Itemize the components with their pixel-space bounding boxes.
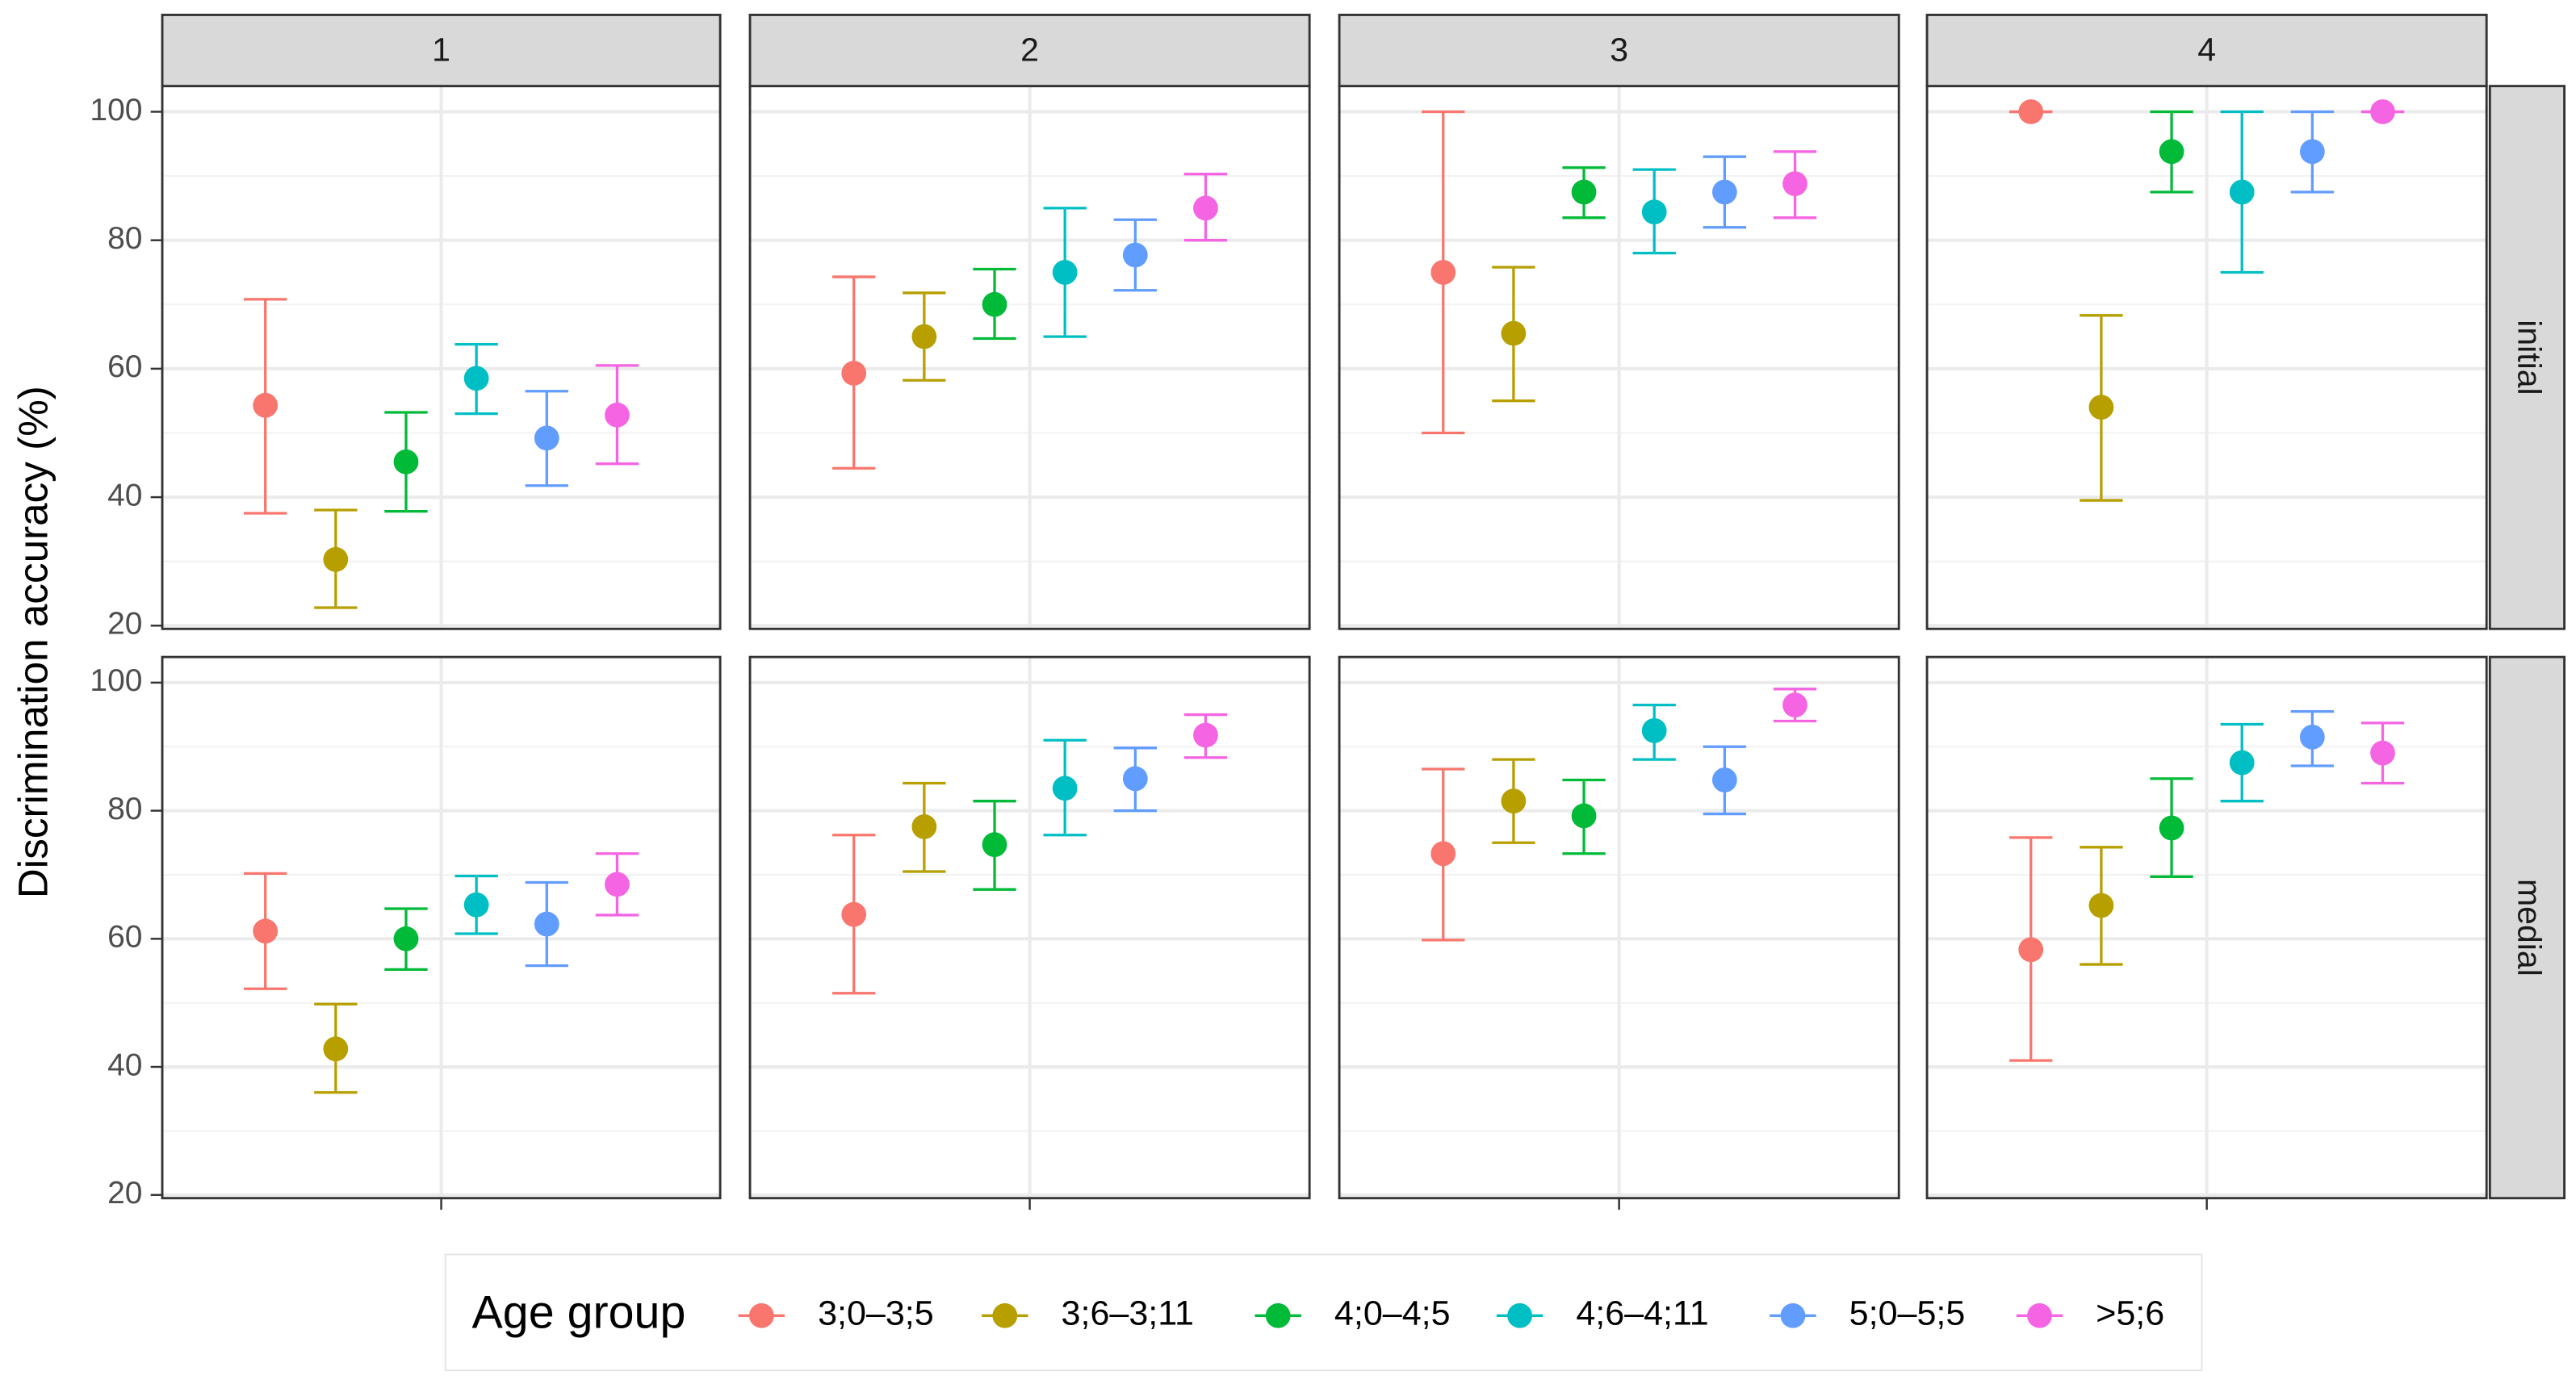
column-strip-label: 1 (432, 31, 450, 68)
point (841, 901, 867, 927)
point (1711, 767, 1737, 792)
point (1052, 776, 1078, 801)
point (1193, 722, 1218, 748)
y-axis-title: Discrimination accuracy (%) (10, 386, 57, 898)
y-tick-label: 60 (107, 920, 142, 955)
point (2159, 815, 2184, 841)
y-tick-label: 80 (107, 221, 142, 256)
point (2370, 740, 2395, 766)
legend-label: 3;6–3;11 (1062, 1294, 1194, 1333)
point (911, 814, 937, 839)
point (605, 402, 630, 428)
point (1193, 195, 1218, 221)
y-tick-label: 100 (90, 93, 142, 128)
point (2229, 750, 2255, 776)
legend-label: 5;0–5;5 (1849, 1294, 1966, 1333)
point (1641, 199, 1667, 225)
point (605, 872, 630, 897)
point (1501, 320, 1527, 346)
column-strip-label: 4 (2197, 31, 2216, 68)
point (1430, 841, 1456, 867)
point (393, 926, 419, 951)
point (841, 361, 867, 386)
point (253, 918, 279, 944)
point (323, 546, 349, 572)
point (2229, 179, 2255, 205)
point (1711, 179, 1737, 205)
point (1122, 766, 1148, 792)
y-tick-label: 80 (107, 792, 142, 826)
point (1501, 788, 1527, 814)
legend-key-point (1507, 1302, 1532, 1328)
legend-label: 4;6–4;11 (1576, 1294, 1708, 1333)
point (253, 392, 279, 418)
legend-label: 4;0–4;5 (1334, 1294, 1451, 1333)
legend-key-point (2027, 1302, 2052, 1328)
point (534, 911, 559, 937)
point (1571, 179, 1597, 205)
point (463, 366, 489, 391)
row-strip (2488, 655, 2566, 1200)
row-strip (2488, 85, 2566, 630)
point (2370, 99, 2395, 124)
column-strip (1338, 14, 1900, 88)
point (1782, 171, 1807, 197)
legend-label: 3;0–3;5 (818, 1294, 934, 1333)
point (463, 892, 489, 918)
legend-key-point (992, 1302, 1018, 1328)
legend-key-point (748, 1302, 774, 1328)
row-strip-label: medial (2511, 879, 2549, 976)
y-tick-label: 20 (107, 607, 142, 642)
column-strip-label: 2 (1020, 31, 1039, 68)
point (982, 832, 1007, 858)
point (911, 324, 937, 349)
point (1782, 692, 1807, 718)
point (393, 449, 419, 475)
y-tick-label: 60 (107, 349, 142, 384)
point (2299, 724, 2325, 750)
legend-box (444, 1253, 2203, 1372)
point (2299, 139, 2325, 165)
y-tick-label: 40 (107, 478, 142, 512)
point (1052, 260, 1078, 285)
column-strip (1925, 14, 2488, 88)
point (1571, 803, 1597, 829)
point (2159, 139, 2184, 165)
point (2018, 99, 2044, 124)
point (323, 1036, 349, 1062)
row-strip-label: initial (2511, 320, 2549, 395)
point (982, 291, 1007, 317)
column-strip (161, 14, 722, 88)
point (2018, 937, 2044, 963)
column-strip (748, 14, 1311, 88)
legend-key-point (1265, 1302, 1291, 1328)
legend-key-point (1780, 1302, 1806, 1328)
y-tick-label: 40 (107, 1047, 142, 1082)
legend-title: Age group (472, 1286, 686, 1338)
point (1122, 242, 1148, 268)
legend-label: >5;6 (2096, 1294, 2164, 1333)
column-strip-label: 3 (1610, 31, 1628, 68)
y-tick-label: 100 (90, 663, 142, 698)
point (2088, 893, 2114, 918)
point (534, 425, 559, 451)
point (2088, 395, 2114, 420)
point (1641, 718, 1667, 743)
point (1430, 260, 1456, 285)
y-tick-label: 20 (107, 1176, 142, 1210)
